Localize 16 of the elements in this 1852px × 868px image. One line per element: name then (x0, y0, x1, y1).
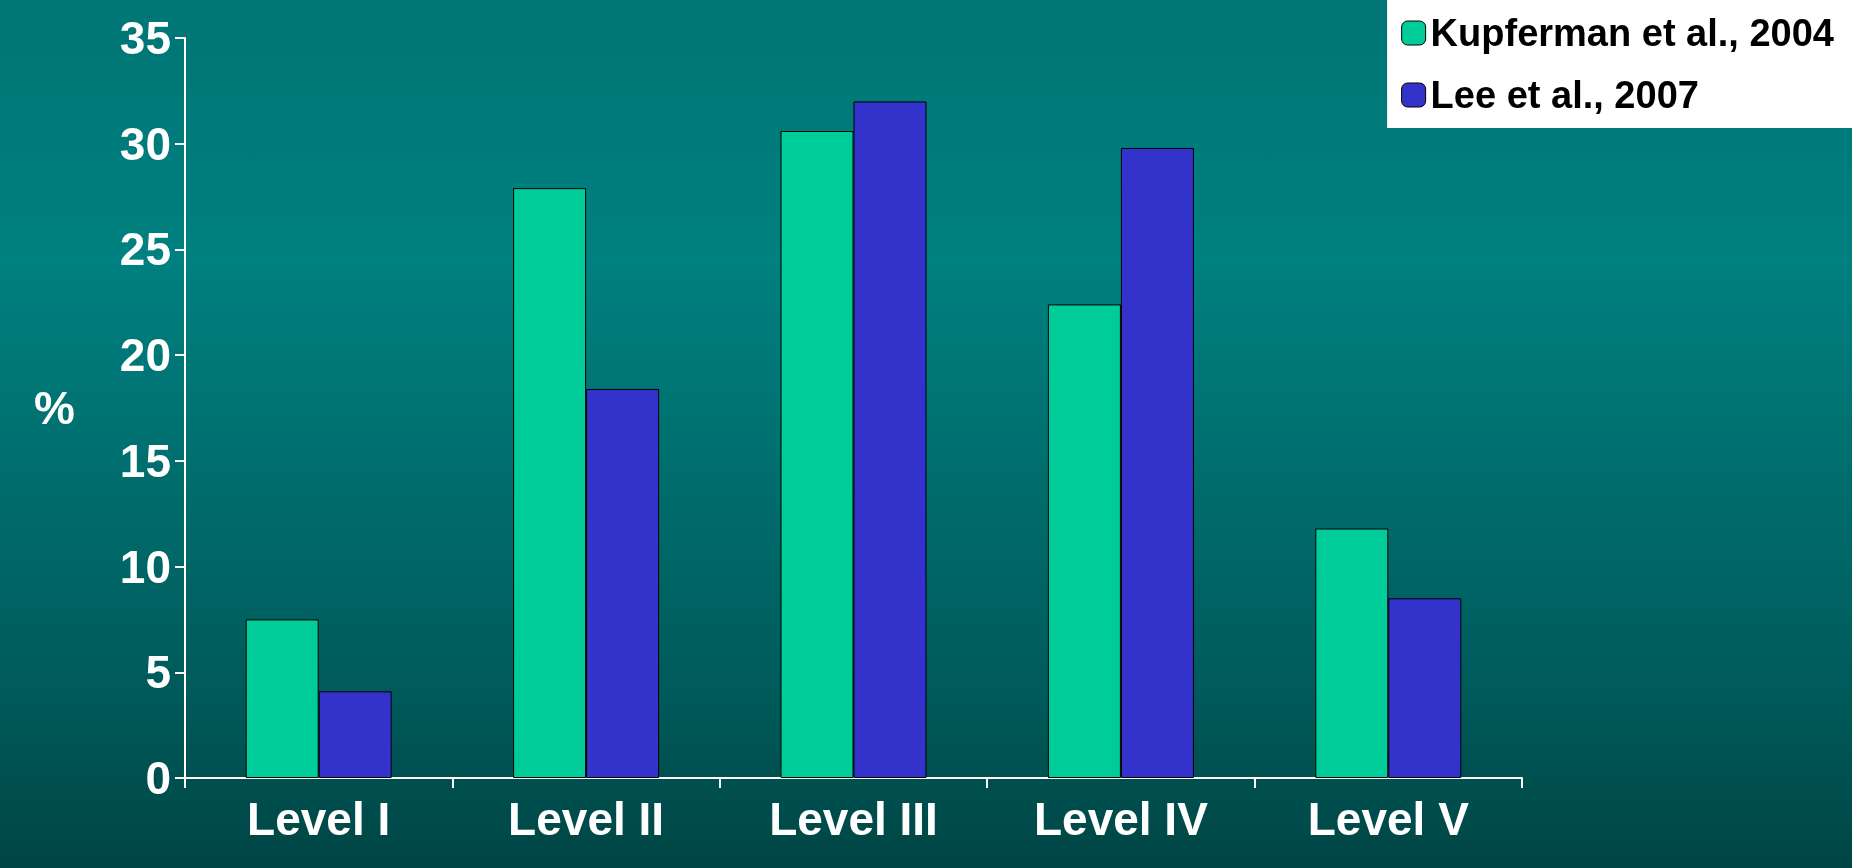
y-tick-label: 35 (119, 12, 171, 64)
legend-label: Lee et al., 2007 (1430, 74, 1699, 116)
y-axis-title: % (34, 382, 75, 434)
x-tick-label: Level V (1307, 793, 1470, 845)
y-tick-label: 15 (119, 434, 171, 487)
y-tick-label: 5 (145, 646, 171, 699)
legend-label: Kupferman et al., 2004 (1430, 12, 1835, 54)
x-tick-label: Level IV (1033, 793, 1209, 845)
y-tick-label: 0 (145, 752, 171, 804)
x-tick-label: Level II (508, 793, 665, 845)
y-tick-label: 25 (119, 223, 171, 276)
x-tick-label: Level I (247, 793, 391, 845)
y-tick-label: 10 (119, 540, 171, 593)
y-tick-label: 20 (119, 329, 171, 382)
y-tick-label: 30 (119, 117, 171, 170)
x-tick-label: Level III (769, 793, 938, 845)
